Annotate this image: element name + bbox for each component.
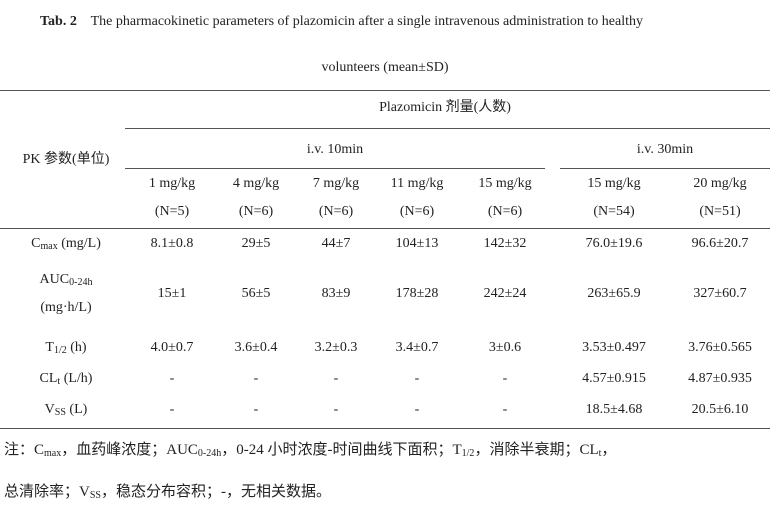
text-run: (h) [66, 340, 87, 355]
dose: 4 mg/kg [232, 176, 280, 191]
cell: 142±32 [483, 236, 527, 251]
dose: 11 mg/kg [390, 176, 444, 191]
text-run: ，消除半衰期；CL [474, 442, 599, 458]
cell: 83±9 [321, 286, 351, 301]
dose: 7 mg/kg [312, 176, 360, 191]
title-line-2: volunteers (mean±SD) [321, 60, 449, 75]
cell: 3.6±0.4 [234, 340, 278, 355]
text-run: 总清除率；V [4, 484, 90, 500]
dose: 15 mg/kg [478, 176, 532, 191]
cell: - [253, 371, 259, 386]
subscript: t [598, 448, 602, 459]
text-run: T [45, 340, 54, 355]
param-header: PK 参数(单位) [22, 152, 110, 167]
header-bottom-rule [0, 228, 770, 229]
dose: 15 mg/kg [587, 176, 641, 191]
text-run: CL [39, 371, 58, 386]
cell: 44±7 [321, 236, 351, 251]
cell: 18.5±4.68 [585, 402, 643, 417]
subscript: SS [89, 490, 101, 501]
text-run: (L) [65, 402, 88, 417]
cell: 242±24 [483, 286, 527, 301]
group-name: i.v. 30min [636, 142, 694, 157]
subscript: max [40, 241, 58, 252]
text-run: ， [601, 442, 617, 458]
cell: 4.0±0.7 [150, 340, 194, 355]
cell: 3.4±0.7 [395, 340, 439, 355]
title-line-1: Tab. 2 The pharmacokinetic parameters of… [40, 13, 643, 31]
text-run: ，稳态分布容积；-，无相关数据。 [100, 484, 331, 500]
row-label: T1/2 (h) [45, 339, 86, 357]
text-run: V [44, 402, 55, 417]
group-name: i.v. 10min [306, 142, 364, 157]
cell: 178±28 [395, 286, 439, 301]
subscript: 1/2 [53, 345, 67, 356]
dose: 1 mg/kg [148, 176, 196, 191]
cell: - [169, 402, 175, 417]
subject-count: (N=6) [318, 204, 354, 219]
cell: 96.6±20.7 [691, 236, 749, 251]
cell: - [169, 371, 175, 386]
row-label: Cmax (mg/L) [31, 235, 101, 253]
top-rule [0, 90, 770, 91]
subject-count: (N=51) [699, 204, 741, 219]
subject-count: (N=6) [399, 204, 435, 219]
subscript: SS [54, 407, 66, 418]
subject-count: (N=6) [487, 204, 523, 219]
text-run: AUC [39, 272, 70, 287]
text-run: ，血药峰浓度；AUC [61, 442, 198, 458]
group-rule [560, 168, 770, 169]
cell: 20.5±6.10 [691, 402, 749, 417]
row-label: AUC0-24h [40, 271, 93, 289]
text-run: ，0-24 小时浓度-时间曲线下面积；T [221, 442, 462, 458]
cell: 56±5 [241, 286, 271, 301]
cell: 15±1 [157, 286, 187, 301]
cell: - [333, 371, 339, 386]
text-run: (mg/L) [57, 236, 101, 251]
subscript: 0-24h [197, 448, 222, 459]
cell: - [414, 371, 420, 386]
subject-count: (N=5) [154, 204, 190, 219]
subscript: 1/2 [461, 448, 475, 459]
cell: 3.76±0.565 [688, 340, 752, 355]
cell: 3.2±0.3 [314, 340, 358, 355]
cell: - [333, 402, 339, 417]
group-header: Plazomicin 剂量(人数) [379, 100, 511, 115]
cell: 8.1±0.8 [150, 236, 194, 251]
row-label: VSS (L) [45, 401, 88, 419]
text-run: (mg·h/L) [40, 300, 92, 315]
bottom-rule [0, 428, 770, 429]
note-line: 总清除率；VSS，稳态分布容积；-，无相关数据。 [4, 483, 331, 501]
cell: 3.53±0.497 [582, 340, 646, 355]
cell: 76.0±19.6 [585, 236, 643, 251]
cell: - [414, 402, 420, 417]
cell: - [253, 402, 259, 417]
row-label: CLt (L/h) [40, 370, 93, 388]
text-run: (L/h) [60, 371, 93, 386]
cell: 263±65.9 [587, 286, 641, 301]
cell: 3±0.6 [488, 340, 522, 355]
header-rule [125, 128, 770, 129]
table-label: Tab. 2 [40, 14, 77, 29]
row-label: (mg·h/L) [40, 299, 91, 317]
dose: 20 mg/kg [693, 176, 747, 191]
group-rule [125, 168, 545, 169]
subject-count: (N=6) [238, 204, 274, 219]
subscript: t [57, 376, 61, 387]
cell: 29±5 [241, 236, 271, 251]
text-run: C [31, 236, 41, 251]
cell: 104±13 [395, 236, 439, 251]
subscript: max [44, 448, 62, 459]
cell: 4.87±0.935 [688, 371, 752, 386]
subscript: 0-24h [69, 277, 93, 288]
cell: 327±60.7 [693, 286, 747, 301]
cell: 4.57±0.915 [582, 371, 646, 386]
cell: - [502, 371, 508, 386]
text-run: 注：C [4, 442, 45, 458]
subject-count: (N=54) [593, 204, 635, 219]
title-text: The pharmacokinetic parameters of plazom… [90, 14, 644, 29]
note-line: 注：Cmax，血药峰浓度；AUC0-24h，0-24 小时浓度-时间曲线下面积；… [4, 441, 616, 459]
cell: - [502, 402, 508, 417]
